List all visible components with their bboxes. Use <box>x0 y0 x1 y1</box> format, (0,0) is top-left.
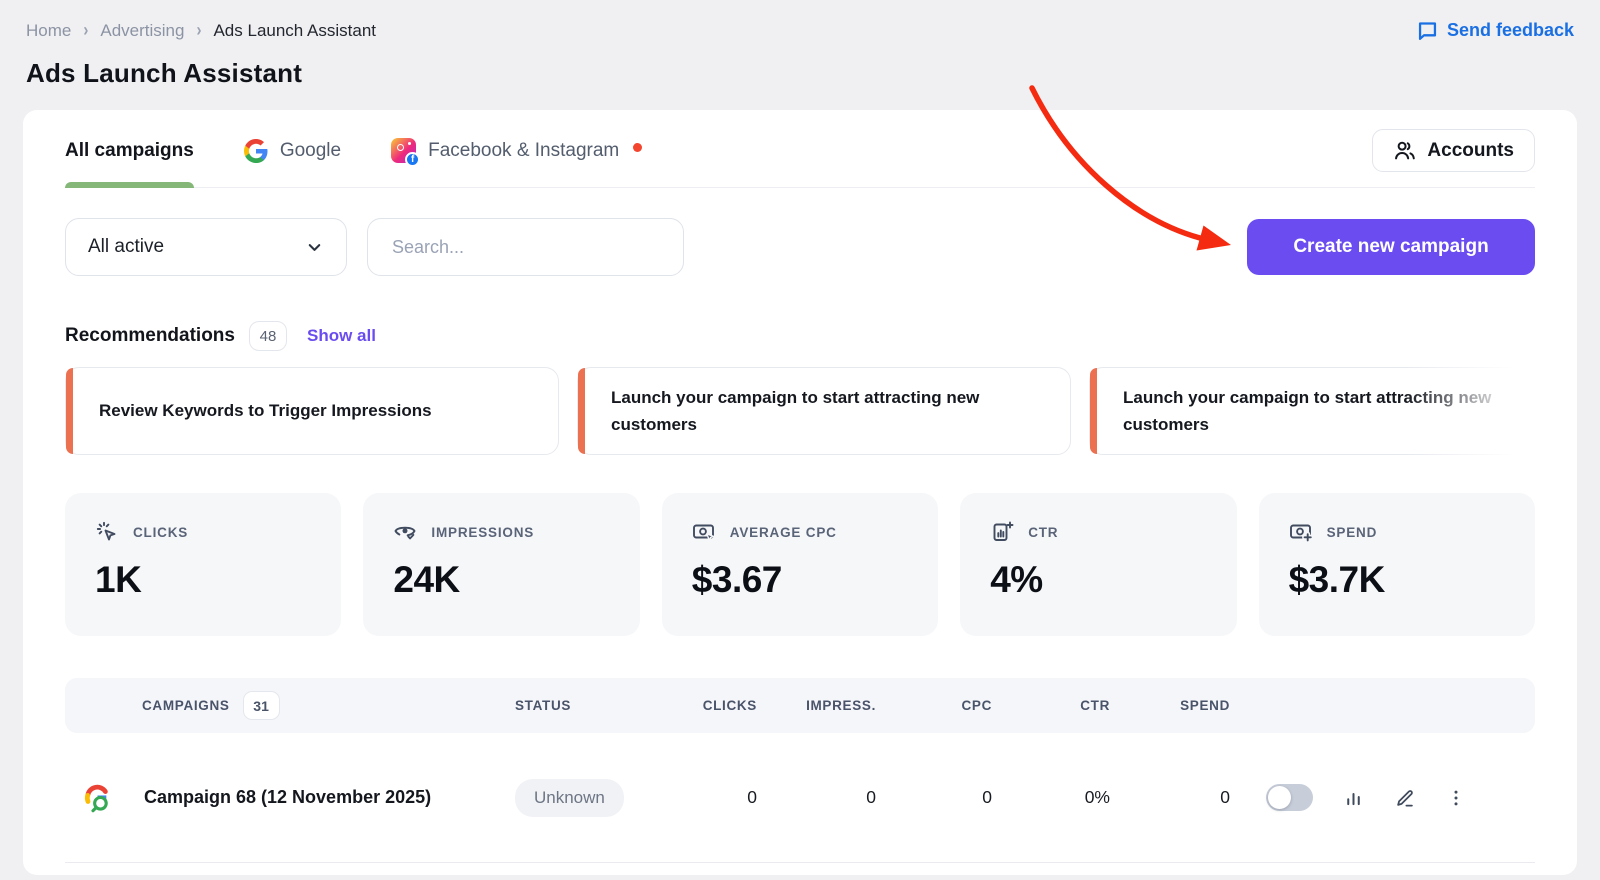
edit-pencil-icon[interactable] <box>1394 787 1416 809</box>
status-filter-select[interactable]: All active <box>65 218 347 276</box>
status-filter-value: All active <box>88 236 165 257</box>
stat-label: CLICKS <box>133 524 189 540</box>
recommendation-card[interactable]: Launch your campaign to start attracting… <box>1089 367 1535 455</box>
stat-value: $3.7K <box>1288 559 1386 600</box>
click-cursor-icon <box>95 520 119 544</box>
stat-card-average-cpc: AVERAGE CPC $3.67 <box>661 493 939 636</box>
money-cursor-icon <box>692 520 716 544</box>
tab-all-campaigns-label: All campaigns <box>65 139 194 161</box>
recommendation-card[interactable]: Review Keywords to Trigger Impressions <box>65 367 559 455</box>
breadcrumb: Home › Advertising › Ads Launch Assistan… <box>26 19 377 42</box>
tab-google[interactable]: Google <box>243 124 342 187</box>
stat-value: 24K <box>393 559 460 600</box>
stat-value: 1K <box>95 559 142 600</box>
tabs: All campaigns Google f <box>65 124 643 188</box>
stat-label: AVERAGE CPC <box>729 524 837 540</box>
show-all-link[interactable]: Show all <box>306 326 376 345</box>
header-clicks: CLICKS <box>702 698 757 713</box>
chart-plus-icon <box>990 520 1014 544</box>
recommendation-cards: Review Keywords to Trigger Impressions L… <box>65 367 1535 455</box>
header-ctr: CTR <box>1080 698 1110 713</box>
cell-clicks: 0 <box>747 787 757 807</box>
cell-impressions: 0 <box>866 787 876 807</box>
tab-facebook-instagram[interactable]: f Facebook & Instagram <box>391 124 643 187</box>
stat-value: $3.67 <box>691 559 783 600</box>
breadcrumb-home[interactable]: Home <box>26 20 72 40</box>
campaign-name[interactable]: Campaign 68 (12 November 2025) <box>144 787 432 807</box>
recommendation-text: Launch your campaign to start attracting… <box>611 387 980 434</box>
chevron-down-icon <box>308 243 321 251</box>
tab-google-label: Google <box>279 139 342 161</box>
alert-dot <box>633 143 643 152</box>
recommendation-text: Launch your campaign to start attracting… <box>1123 387 1492 434</box>
card-accent-bar <box>578 368 585 454</box>
google-ads-campaign-icon <box>81 782 112 813</box>
header-cpc: CPC <box>961 698 992 713</box>
card-accent-bar <box>1090 368 1097 454</box>
money-plus-icon <box>1289 520 1313 544</box>
recommendations-header: Recommendations 48 Show all <box>65 321 1535 351</box>
stat-label: SPEND <box>1326 524 1378 540</box>
campaigns-count-badge: 31 <box>242 691 280 720</box>
main-panel: All campaigns Google f <box>23 110 1577 875</box>
tabs-row: All campaigns Google f <box>65 110 1535 188</box>
table-row: Campaign 68 (12 November 2025) Unknown 0… <box>65 733 1535 863</box>
stats-row: CLICKS 1K IMPRESSIONS 24K <box>65 493 1535 636</box>
campaigns-table: CAMPAIGNS 31 STATUS CLICKS IMPRESS. CPC … <box>65 678 1535 863</box>
kebab-menu-icon[interactable] <box>1446 788 1466 808</box>
stat-label: CTR <box>1028 524 1059 540</box>
stat-label: IMPRESSIONS <box>431 524 535 540</box>
recommendations-count-badge: 48 <box>248 321 287 351</box>
card-accent-bar <box>66 368 73 454</box>
header-status: STATUS <box>515 698 572 713</box>
feedback-bubble-icon <box>1417 20 1438 41</box>
recommendation-text: Review Keywords to Trigger Impressions <box>99 401 432 421</box>
active-tab-indicator <box>65 182 194 188</box>
header-spend: SPEND <box>1180 698 1230 713</box>
breadcrumb-separator: › <box>196 19 202 42</box>
status-badge: Unknown <box>515 778 624 817</box>
create-new-campaign-button[interactable]: Create new campaign <box>1247 219 1535 275</box>
cell-ctr: 0% <box>1084 787 1110 807</box>
accounts-button[interactable]: Accounts <box>1372 129 1535 172</box>
campaign-toggle[interactable] <box>1266 784 1313 811</box>
users-icon <box>1393 139 1416 162</box>
top-bar: Home › Advertising › Ads Launch Assistan… <box>0 0 1600 41</box>
cell-cpc: 0 <box>982 787 992 807</box>
eye-icon <box>393 520 417 544</box>
cell-spend: 0 <box>1220 787 1230 807</box>
tab-facebook-instagram-label: Facebook & Instagram <box>428 139 620 161</box>
accounts-button-label: Accounts <box>1427 139 1514 161</box>
recommendation-card[interactable]: Launch your campaign to start attracting… <box>577 367 1071 455</box>
stat-card-clicks: CLICKS 1K <box>65 493 342 636</box>
google-logo-icon <box>243 138 268 163</box>
facebook-instagram-icon: f <box>391 138 421 167</box>
recommendations-title: Recommendations <box>65 325 235 346</box>
table-header: CAMPAIGNS 31 STATUS CLICKS IMPRESS. CPC … <box>65 678 1535 733</box>
tab-all-campaigns[interactable]: All campaigns <box>65 124 194 188</box>
send-feedback-label: Send feedback <box>1446 20 1574 40</box>
filter-row: All active Create new campaign <box>65 218 1535 276</box>
breadcrumb-separator: › <box>83 19 89 42</box>
stat-card-spend: SPEND $3.7K <box>1258 493 1535 636</box>
header-campaigns: CAMPAIGNS <box>142 698 230 713</box>
stat-card-ctr: CTR 4% <box>960 493 1237 636</box>
toggle-knob <box>1268 786 1291 809</box>
stat-value: 4% <box>990 559 1043 600</box>
bar-chart-icon[interactable] <box>1343 787 1364 808</box>
search-input[interactable] <box>367 218 684 276</box>
stat-card-impressions: IMPRESSIONS 24K <box>363 493 640 636</box>
page-title: Ads Launch Assistant <box>26 58 303 88</box>
facebook-badge-icon: f <box>405 152 421 167</box>
send-feedback-link[interactable]: Send feedback <box>1417 20 1574 41</box>
breadcrumb-current: Ads Launch Assistant <box>213 20 377 40</box>
breadcrumb-advertising[interactable]: Advertising <box>100 20 185 40</box>
header-impressions: IMPRESS. <box>806 698 876 713</box>
